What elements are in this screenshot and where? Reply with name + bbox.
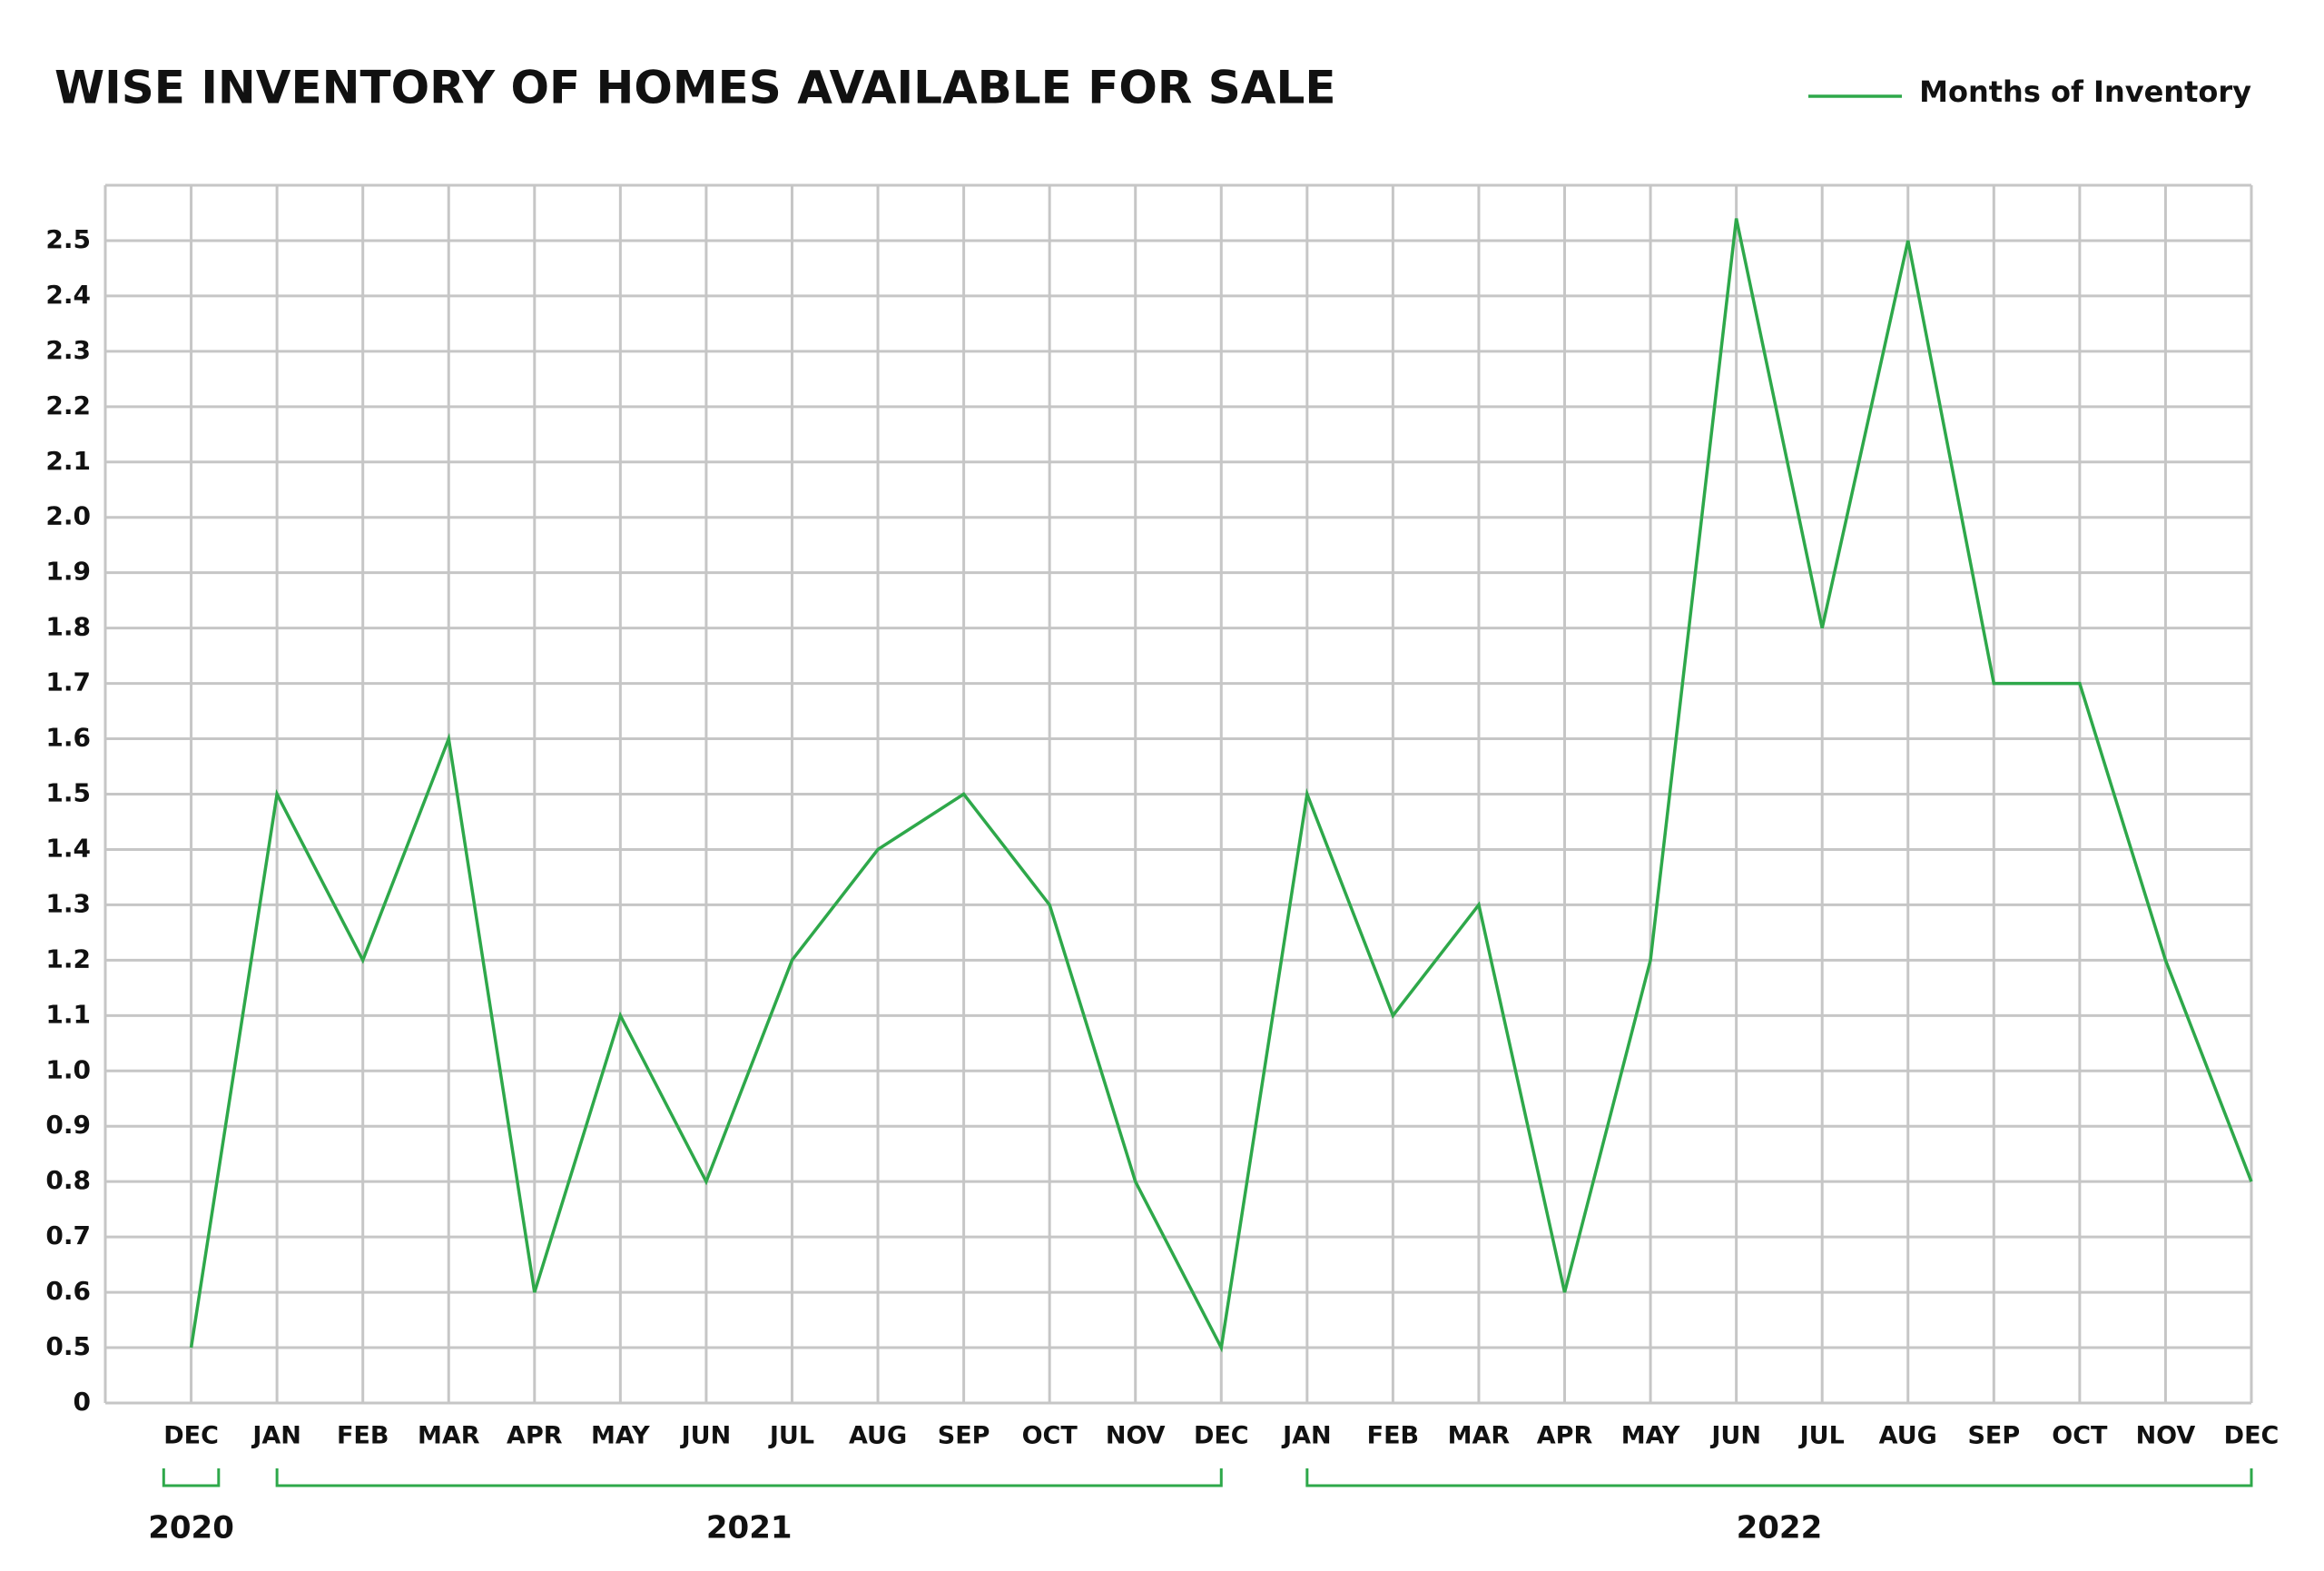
x-tick-label: MAR [1448, 1422, 1511, 1450]
group-label: 2022 [1737, 1510, 1823, 1546]
x-tick-label: APR [1537, 1422, 1593, 1450]
x-tick-label: OCT [2052, 1422, 2108, 1450]
y-tick-label: 0.7 [45, 1220, 91, 1250]
x-tick-label: MAY [1621, 1422, 1680, 1450]
data-line [189, 218, 2253, 1353]
y-tick-label: 2.5 [45, 224, 91, 254]
group-label: 2021 [706, 1510, 793, 1546]
group-bracket [1305, 1468, 2253, 1487]
x-tick-label: MAR [418, 1422, 480, 1450]
legend-label: Months of Inventory [1919, 74, 2251, 109]
y-tick-label: 1.6 [45, 723, 91, 753]
y-tick-label: 1.4 [45, 833, 91, 863]
y-tick-label: 0.5 [45, 1331, 91, 1361]
x-tick-label: JUN [1709, 1422, 1761, 1450]
y-tick-label: 0 [74, 1387, 91, 1417]
x-tick-label: SEP [1967, 1422, 2020, 1450]
group-bracket [275, 1468, 1223, 1487]
y-tick-label: 2.4 [45, 280, 91, 310]
x-tick-label: JUN [680, 1422, 732, 1450]
y-tick-label: 1.2 [45, 944, 91, 973]
y-tick-label: 1.9 [45, 557, 91, 587]
x-tick-label: NOV [1106, 1422, 1166, 1450]
x-tick-label: DEC [1194, 1422, 1249, 1450]
x-tick-label: APR [507, 1422, 563, 1450]
y-tick-label: 1.7 [45, 667, 91, 697]
group-label: 2020 [148, 1510, 234, 1546]
y-tick-label: 2.2 [45, 390, 91, 420]
x-tick-label: JAN [1281, 1422, 1332, 1450]
x-tick-label: SEP [938, 1422, 990, 1450]
x-tick-label: DEC [163, 1422, 219, 1450]
x-tick-label: JUL [1798, 1422, 1845, 1450]
y-tick-label: 1.8 [45, 612, 91, 642]
x-tick-label: FEB [337, 1422, 389, 1450]
x-tick-label: OCT [1022, 1422, 1078, 1450]
x-tick-label: AUG [849, 1422, 907, 1450]
y-tick-label: 1.0 [45, 1054, 91, 1084]
y-tick-label: 2.0 [45, 501, 91, 531]
x-tick-label: AUG [1879, 1422, 1937, 1450]
x-tick-label: JUL [768, 1422, 814, 1450]
y-tick-label: 2.3 [45, 335, 91, 365]
x-tick-label: JAN [251, 1422, 301, 1450]
x-tick-label: NOV [2136, 1422, 2196, 1450]
y-tick-label: 0.9 [45, 1110, 91, 1140]
y-tick-label: 1.5 [45, 778, 91, 808]
y-tick-label: 1.3 [45, 888, 91, 918]
y-tick-label: 0.6 [45, 1276, 91, 1306]
x-tick-label: FEB [1367, 1422, 1419, 1450]
group-bracket [162, 1468, 221, 1487]
chart-title: WISE INVENTORY OF HOMES AVAILABLE FOR SA… [54, 62, 1336, 114]
y-tick-label: 2.1 [45, 446, 91, 476]
y-tick-label: 0.8 [45, 1165, 91, 1195]
y-tick-label: 1.1 [45, 999, 91, 1029]
x-tick-label: MAY [591, 1422, 650, 1450]
x-tick-label: DEC [2224, 1422, 2280, 1450]
